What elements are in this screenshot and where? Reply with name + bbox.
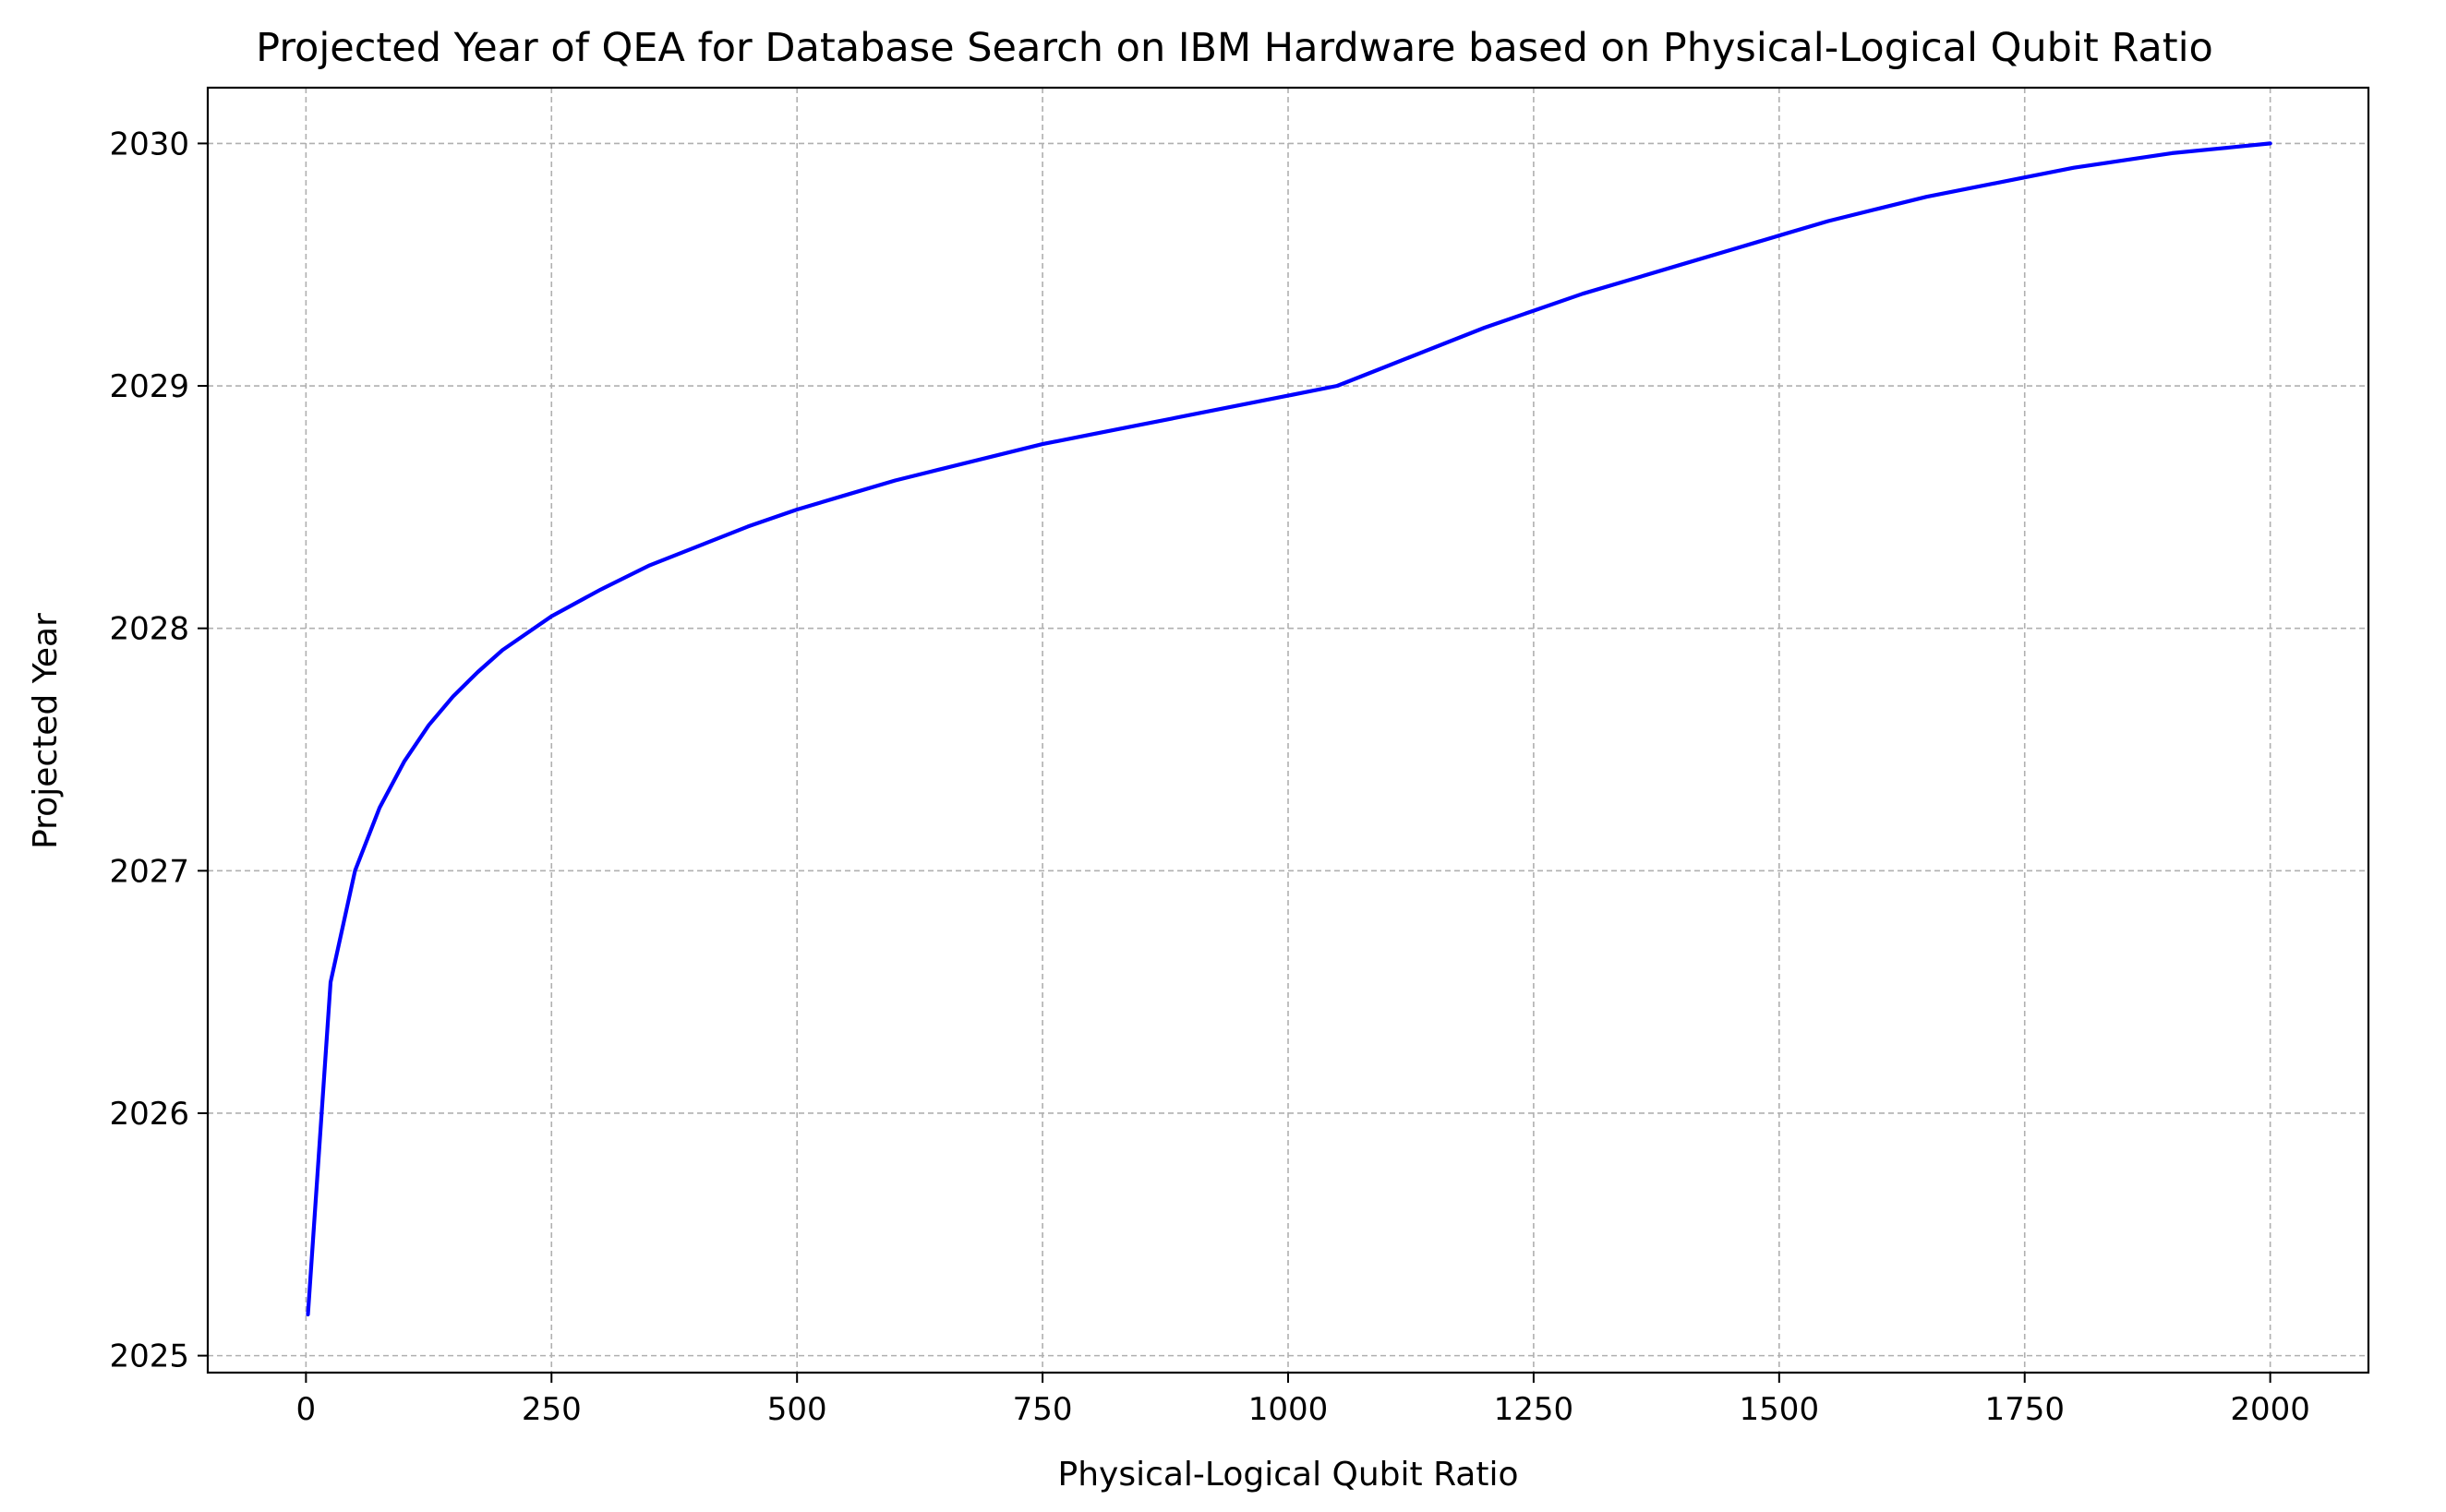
x-tick-label: 2000 (2230, 1391, 2310, 1428)
x-axis-ticks: 0 250 500 750 1000 1250 1500 1750 2000 (296, 1373, 2310, 1428)
y-tick-label: 2027 (109, 853, 189, 890)
x-tick-label: 750 (1013, 1391, 1073, 1428)
x-tick-label: 1000 (1248, 1391, 1329, 1428)
y-tick-label: 2025 (109, 1338, 189, 1375)
x-axis-label: Physical-Logical Qubit Ratio (1057, 1456, 1518, 1494)
grid-lines (208, 88, 2368, 1373)
series-line (306, 141, 2272, 1317)
y-axis-label: Projected Year (27, 613, 65, 849)
x-tick-label: 0 (296, 1391, 317, 1428)
y-tick-label: 2026 (109, 1096, 189, 1133)
chart-title: Projected Year of QEA for Database Searc… (256, 25, 2213, 71)
y-tick-label: 2029 (109, 368, 189, 405)
y-axis-ticks: 2025 2026 2027 2028 2029 2030 (109, 126, 208, 1375)
x-tick-label: 250 (522, 1391, 582, 1428)
y-tick-label: 2030 (109, 126, 189, 162)
y-tick-label: 2028 (109, 611, 189, 648)
x-tick-label: 500 (767, 1391, 827, 1428)
x-tick-label: 1500 (1740, 1391, 1820, 1428)
series-lines (306, 141, 2272, 1317)
x-tick-label: 1250 (1494, 1391, 1574, 1428)
x-tick-label: 1750 (1984, 1391, 2065, 1428)
